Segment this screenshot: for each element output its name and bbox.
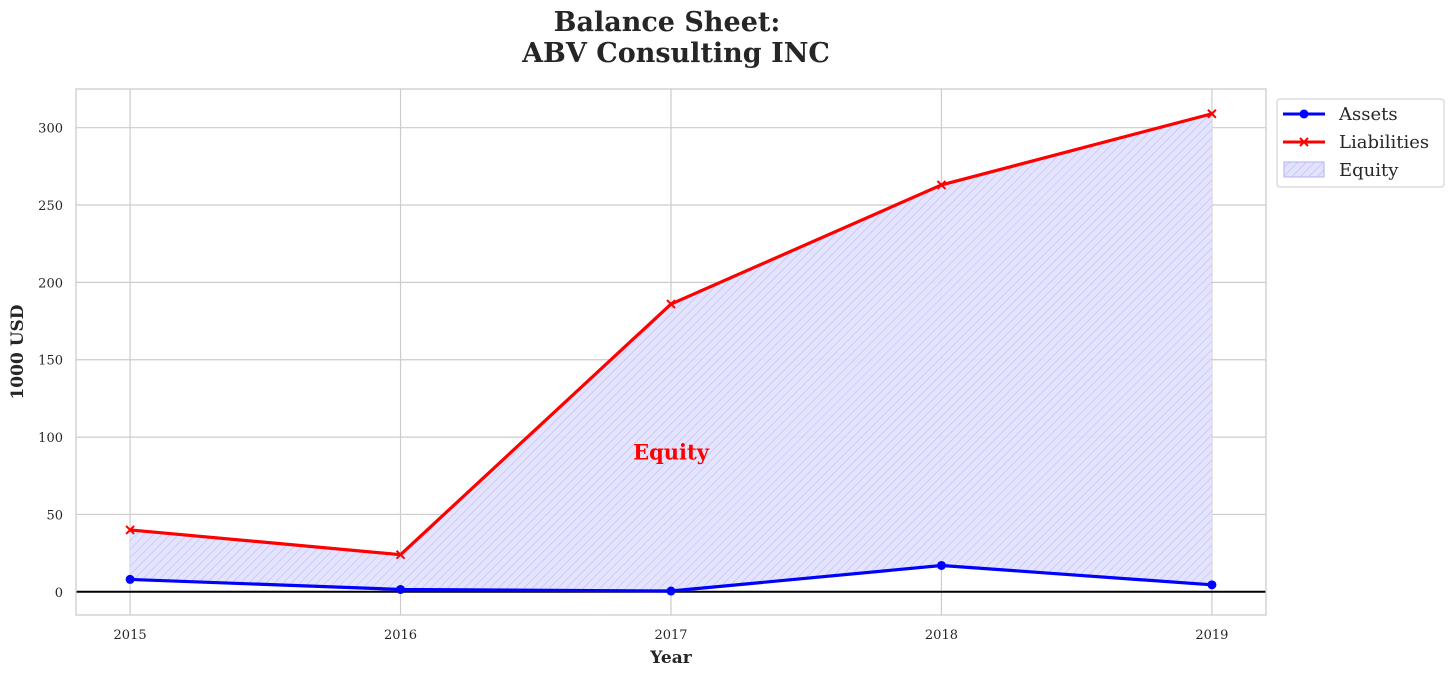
liabilities-point (125, 525, 135, 535)
x-tick-label: 2016 (384, 628, 417, 643)
y-tick-label: 300 (38, 122, 63, 137)
assets-point (666, 586, 676, 596)
x-tick-label: 2019 (1195, 628, 1228, 643)
x-tick-label: 2015 (114, 628, 147, 643)
equity-fill-layer (130, 113, 1212, 592)
legend: Assets Liabilities Equity (1276, 98, 1445, 188)
y-tick-label: 50 (46, 508, 63, 523)
legend-assets-label: Assets (1338, 104, 1398, 125)
legend-assets-marker (1299, 109, 1309, 119)
x-axis-label: Year (649, 648, 692, 668)
liabilities-point (936, 180, 947, 190)
chart-title-line-1: Balance Sheet: (554, 7, 781, 38)
liabilities-point (1207, 109, 1217, 119)
y-tick-label: 0 (55, 586, 63, 601)
y-tick-label: 150 (38, 354, 63, 369)
chart-title-line-2: ABV Consulting INC (521, 38, 830, 69)
equity-annotation: Equity (633, 440, 710, 465)
legend-liabilities-label: Liabilities (1339, 132, 1429, 153)
assets-point (936, 560, 946, 570)
plot-frame (75, 88, 1267, 616)
y-tick-label: 100 (38, 431, 63, 446)
assets-point (1207, 580, 1217, 590)
assets-point (396, 584, 406, 594)
series-layer (125, 109, 1217, 596)
y-tick-label: 250 (38, 199, 63, 214)
y-tick-label: 200 (38, 276, 63, 291)
equity-fill-area (130, 113, 1212, 592)
liabilities-point (395, 549, 406, 560)
x-tick-label: 2017 (654, 628, 687, 643)
x-tick-label: 2018 (925, 628, 958, 643)
tick-labels: 2015 2016 2017 2018 2019 0 50 100 150 200 250 300 (38, 122, 1228, 643)
legend-equity-label: Equity (1339, 160, 1399, 181)
legend-equity-swatch (1283, 161, 1325, 178)
legend-liabilities-marker (1299, 137, 1309, 147)
liabilities-point (666, 299, 676, 309)
y-axis-label: 1000 USD (8, 304, 28, 399)
assets-point (125, 574, 135, 584)
